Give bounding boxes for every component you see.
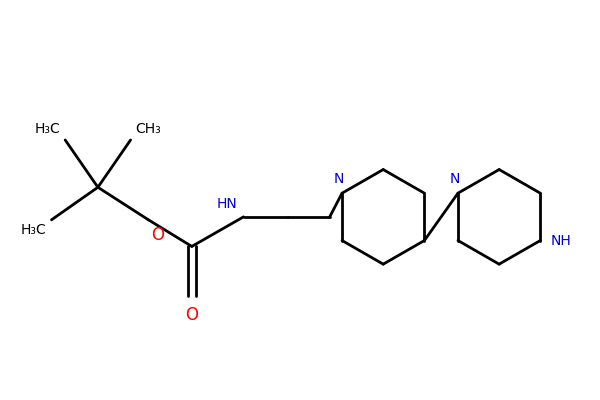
Text: CH₃: CH₃ <box>136 122 161 136</box>
Text: HN: HN <box>217 197 238 211</box>
Text: H₃C: H₃C <box>35 122 61 136</box>
Text: O: O <box>151 226 164 244</box>
Text: NH: NH <box>551 234 572 248</box>
Text: N: N <box>450 172 460 186</box>
Text: H₃C: H₃C <box>21 223 47 237</box>
Text: N: N <box>334 172 344 186</box>
Text: O: O <box>185 306 199 324</box>
